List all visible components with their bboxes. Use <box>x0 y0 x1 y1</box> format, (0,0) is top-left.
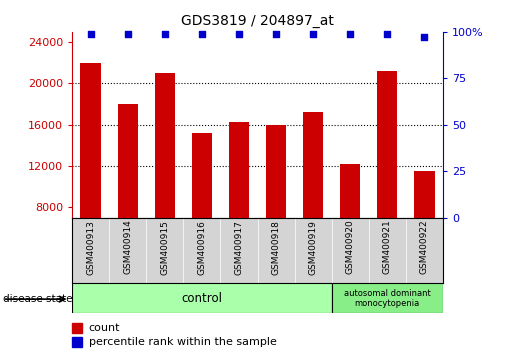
Bar <box>332 283 443 313</box>
Bar <box>377 71 398 218</box>
Point <box>272 31 280 36</box>
Point <box>346 31 354 36</box>
Bar <box>266 125 286 218</box>
Text: GSM400921: GSM400921 <box>383 220 392 274</box>
Text: GSM400920: GSM400920 <box>346 220 355 274</box>
Point <box>309 31 317 36</box>
Text: GSM400917: GSM400917 <box>234 220 244 275</box>
Text: control: control <box>181 292 222 305</box>
Text: GSM400916: GSM400916 <box>197 220 207 275</box>
Bar <box>340 164 360 218</box>
Point <box>198 31 206 36</box>
Text: GSM400919: GSM400919 <box>308 220 318 275</box>
Text: GSM400918: GSM400918 <box>271 220 281 275</box>
Text: count: count <box>89 323 121 333</box>
Text: autosomal dominant
monocytopenia: autosomal dominant monocytopenia <box>344 289 431 308</box>
Point <box>161 31 169 36</box>
Bar <box>303 113 323 218</box>
Text: GSM400913: GSM400913 <box>86 220 95 275</box>
Title: GDS3819 / 204897_at: GDS3819 / 204897_at <box>181 14 334 28</box>
Point <box>420 35 428 40</box>
Bar <box>229 122 249 218</box>
Bar <box>192 133 212 218</box>
Bar <box>72 337 82 347</box>
Bar <box>80 63 101 218</box>
Bar <box>154 73 175 218</box>
Point <box>235 31 243 36</box>
Text: percentile rank within the sample: percentile rank within the sample <box>89 337 277 347</box>
Bar <box>117 104 138 218</box>
Text: disease state: disease state <box>3 294 72 304</box>
Point <box>87 31 95 36</box>
Point <box>124 31 132 36</box>
Text: GSM400922: GSM400922 <box>420 220 429 274</box>
Point <box>383 31 391 36</box>
Bar <box>414 171 435 218</box>
Text: GSM400914: GSM400914 <box>123 220 132 274</box>
Bar <box>72 323 82 333</box>
Text: GSM400915: GSM400915 <box>160 220 169 275</box>
Bar <box>72 283 332 313</box>
